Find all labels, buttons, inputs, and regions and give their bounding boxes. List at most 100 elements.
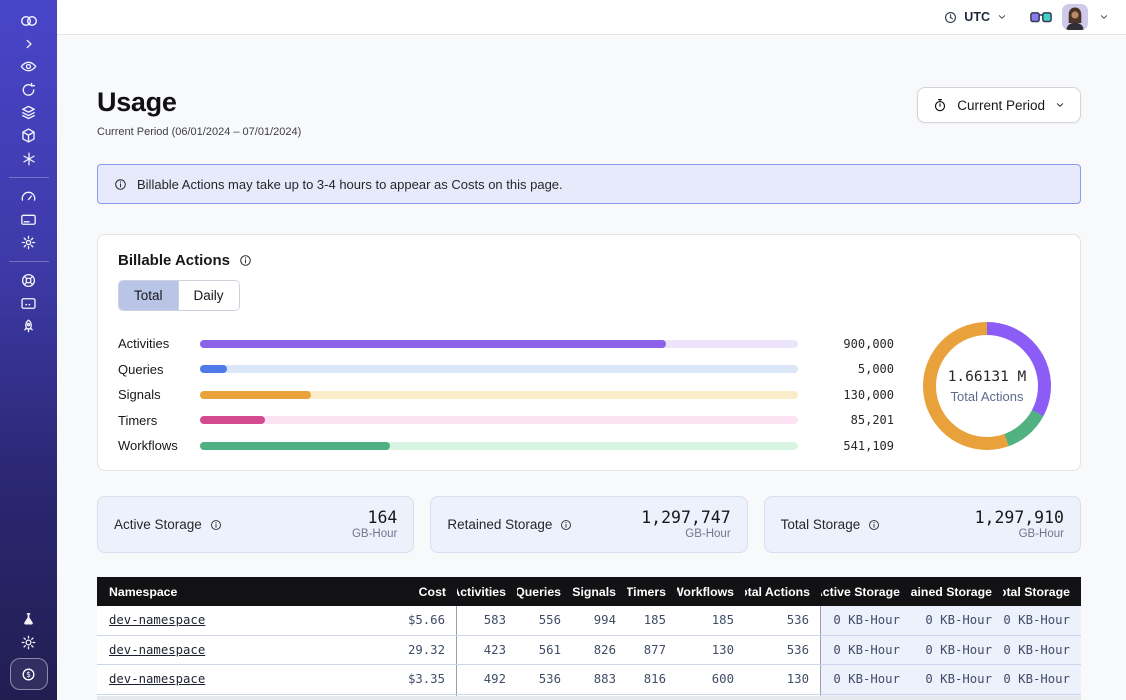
billable-view-tabs: Total Daily — [118, 280, 240, 311]
table-cell: 0 KB-Hour — [821, 606, 911, 635]
bar-track — [200, 339, 798, 348]
info-icon — [113, 177, 128, 192]
billable-actions-card: Billable Actions Total Daily Activities 9… — [97, 234, 1081, 471]
namespace-link[interactable]: dev-namespace — [109, 642, 206, 657]
bar-row: Workflows 541,109 — [118, 433, 894, 459]
info-icon[interactable] — [238, 253, 253, 268]
table-cell: 0 KB-Hour — [1003, 665, 1081, 694]
main-area: UTC Usage Current Period (06/01/2024 – 0… — [57, 0, 1126, 700]
total-storage-value: 1,297,910 — [974, 507, 1064, 527]
timezone-dropdown[interactable]: UTC — [943, 10, 1008, 25]
retained-storage-label: Retained Storage — [447, 517, 553, 532]
table-cell: $5.66 — [379, 606, 457, 635]
table-cell: 492 — [483, 672, 506, 687]
total-actions-donut: 1.66131 M Total Actions — [923, 322, 1051, 450]
eye-icon[interactable] — [11, 55, 47, 78]
table-row: dev-namespace $5.66 583 556 994 185 185 536 0 KB… — [97, 606, 1081, 636]
rocket-icon[interactable] — [11, 315, 47, 338]
credit-card-icon[interactable] — [11, 208, 47, 231]
total-storage-card: Total Storage 1,297,910 GB-Hour — [763, 496, 1081, 553]
info-icon[interactable] — [209, 518, 223, 532]
chevron-right-icon[interactable] — [11, 32, 47, 55]
donut-center: 1.66131 M Total Actions — [923, 322, 1051, 450]
table-cell: 185 — [711, 613, 734, 628]
retry-clock-icon[interactable] — [11, 78, 47, 101]
table-header-cell: Namespace — [109, 584, 178, 599]
table-cell: 994 — [593, 613, 616, 628]
tab-daily[interactable]: Daily — [177, 281, 239, 310]
table-cell: 0 KB-Hour — [911, 635, 1003, 664]
left-sidebar: $ — [0, 0, 57, 700]
table-cell: 130 — [711, 642, 734, 657]
table-cell: 883 — [593, 672, 616, 687]
flask-icon[interactable] — [11, 608, 47, 631]
page-title: Usage — [97, 87, 177, 117]
bar-label: Activities — [118, 336, 170, 352]
namespace-cell: dev-namespace — [97, 665, 379, 694]
donut-value: 1.66131 M — [947, 368, 1027, 385]
table-cell: 536 — [745, 606, 821, 635]
bar-row: Timers 85,201 — [118, 408, 894, 434]
chevron-down-icon[interactable] — [1098, 11, 1110, 23]
avatar[interactable] — [1062, 4, 1088, 30]
page-header: Usage Current Period (06/01/2024 – 07/01… — [97, 87, 1081, 138]
bar-row: Queries 5,000 — [118, 357, 894, 383]
layers-icon[interactable] — [11, 101, 47, 124]
table-cell: 185 — [643, 613, 666, 628]
table-cell: $3.35 — [379, 665, 457, 694]
info-icon[interactable] — [559, 518, 573, 532]
active-storage-value: 164 — [367, 507, 398, 527]
table-cell: 536 — [538, 672, 561, 687]
bar-label: Queries — [118, 361, 164, 377]
table-cell: 536 — [745, 635, 821, 664]
cube-icon[interactable] — [11, 124, 47, 147]
namespace-link[interactable]: dev-namespace — [109, 672, 206, 687]
sun-icon[interactable] — [11, 631, 47, 654]
active-storage-unit: GB-Hour — [351, 528, 398, 541]
bar-fill — [200, 365, 227, 374]
table-cell: 423 — [483, 642, 506, 657]
tab-total[interactable]: Total — [119, 281, 178, 310]
info-icon[interactable] — [867, 518, 881, 532]
retained-storage-unit: GB-Hour — [685, 528, 731, 541]
temporal-logo-icon[interactable] — [11, 9, 47, 32]
table-header-cell: Cost — [418, 584, 446, 599]
gauge-icon[interactable] — [11, 185, 47, 208]
table-cell: 583 — [483, 613, 506, 628]
donut-label: Total Actions — [950, 388, 1024, 404]
bar-fill — [200, 441, 390, 450]
table-header-cell: Workflows — [677, 584, 734, 599]
page-content: Usage Current Period (06/01/2024 – 07/01… — [57, 35, 1126, 700]
lifebuoy-icon[interactable] — [11, 269, 47, 292]
bar-value: 130,000 — [843, 387, 894, 402]
timezone-label: UTC — [964, 10, 990, 24]
screen-icon[interactable] — [11, 292, 47, 315]
table-header-cell: Timers — [627, 584, 666, 599]
chevron-down-icon — [996, 11, 1008, 23]
total-storage-unit: GB-Hour — [1018, 528, 1064, 541]
asterisk-icon[interactable] — [11, 147, 47, 170]
table-cell: 561 — [538, 642, 561, 657]
dollar-coin-button[interactable]: $ — [9, 658, 48, 690]
bar-track — [200, 441, 798, 450]
bar-label: Timers — [118, 412, 158, 428]
table-header-cell: Queries — [517, 584, 561, 599]
table-cell: 816 — [643, 672, 666, 687]
bar-value: 85,201 — [850, 413, 894, 428]
bar-fill — [200, 339, 667, 348]
glasses-icon[interactable] — [1030, 11, 1052, 24]
namespace-link[interactable]: dev-namespace — [109, 613, 206, 628]
bar-row: Activities 900,000 — [118, 331, 894, 357]
bottom-scroll-strip[interactable] — [97, 696, 1081, 700]
gear-icon[interactable] — [11, 231, 47, 254]
sidebar-divider — [8, 177, 49, 178]
table-cell: 130 — [745, 665, 821, 694]
clock-icon — [943, 10, 958, 25]
table-cell: 0 KB-Hour — [1003, 606, 1081, 635]
chevron-down-icon — [1054, 99, 1066, 111]
table-header-cell: Activities — [457, 584, 506, 599]
billable-actions-title: Billable Actions — [118, 252, 230, 269]
stopwatch-icon — [932, 97, 948, 113]
current-period-button[interactable]: Current Period — [917, 87, 1081, 123]
table-cell: 826 — [593, 642, 616, 657]
